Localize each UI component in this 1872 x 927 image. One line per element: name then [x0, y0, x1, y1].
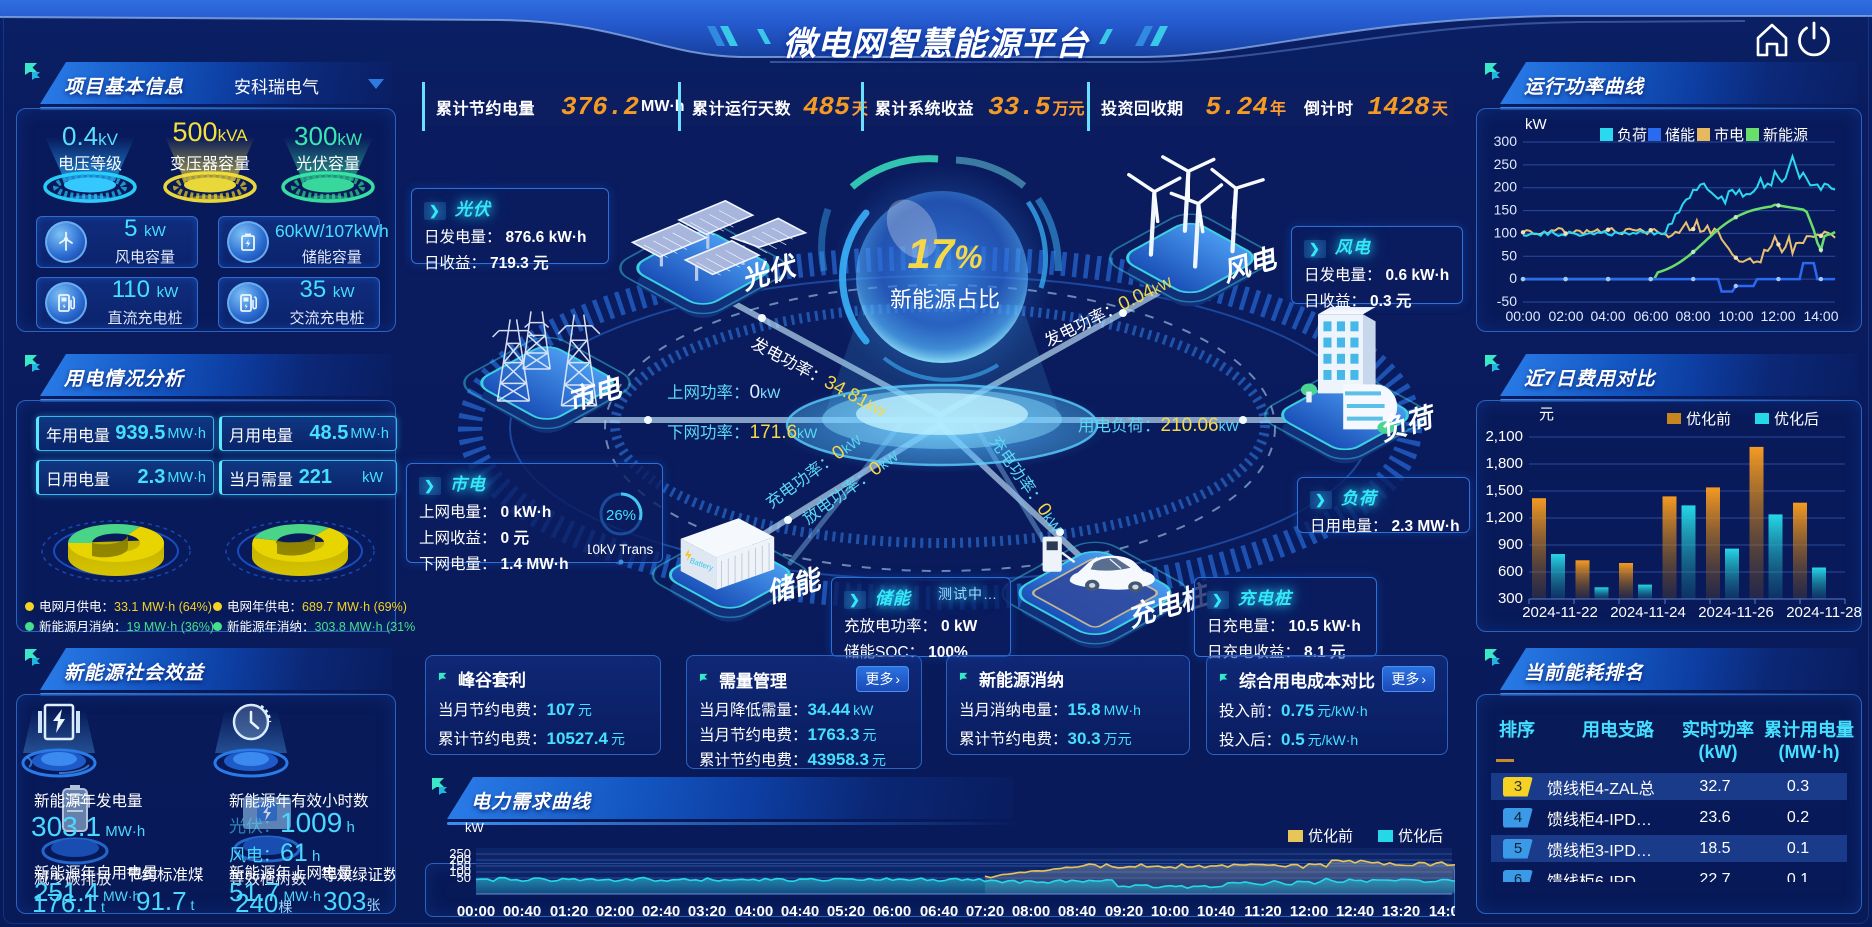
svg-text:优化前: 优化前: [1686, 411, 1731, 428]
svg-text:00:00: 00:00: [1505, 308, 1540, 324]
svg-text:kW: kW: [465, 820, 485, 835]
svg-text:02:40: 02:40: [642, 903, 680, 920]
svg-text:2024-11-26: 2024-11-26: [1698, 604, 1774, 621]
svg-text:50: 50: [1501, 247, 1517, 263]
svg-text:0: 0: [1509, 270, 1517, 286]
svg-text:150: 150: [1494, 202, 1518, 218]
svg-text:13:20: 13:20: [1382, 903, 1420, 920]
svg-text:12:40: 12:40: [1336, 903, 1374, 920]
svg-text:2,100: 2,100: [1485, 428, 1523, 445]
svg-text:上网功率：0kW: 上网功率：0kW: [667, 382, 781, 403]
svg-text:-50: -50: [1497, 293, 1517, 309]
svg-text:优化后: 优化后: [1398, 828, 1443, 845]
svg-text:负荷: 负荷: [1617, 127, 1647, 144]
svg-text:00:40: 00:40: [503, 903, 541, 920]
svg-text:12:00: 12:00: [1760, 308, 1795, 324]
svg-text:新能源占比: 新能源占比: [890, 287, 1000, 312]
svg-text:06:00: 06:00: [1633, 308, 1668, 324]
svg-text:08:40: 08:40: [1058, 903, 1096, 920]
svg-text:100: 100: [1494, 224, 1518, 240]
svg-text:优化前: 优化前: [1308, 828, 1353, 845]
svg-text:优化后: 优化后: [1774, 411, 1819, 428]
svg-text:kW: kW: [1525, 116, 1548, 133]
svg-text:250: 250: [449, 846, 471, 861]
svg-text:1,200: 1,200: [1485, 509, 1523, 526]
svg-text:1,800: 1,800: [1485, 455, 1523, 472]
svg-text:新能源: 新能源: [1763, 127, 1808, 144]
svg-text:08:00: 08:00: [1675, 308, 1710, 324]
svg-text:2024-11-24: 2024-11-24: [1610, 604, 1686, 621]
svg-text:04:40: 04:40: [781, 903, 819, 920]
svg-text:200: 200: [1494, 179, 1518, 195]
svg-text:07:20: 07:20: [966, 903, 1004, 920]
svg-text:2024-11-22: 2024-11-22: [1522, 604, 1598, 621]
svg-text:下网功率：171.6kW: 下网功率：171.6kW: [667, 422, 818, 443]
svg-text:元: 元: [1539, 406, 1554, 423]
svg-text:200: 200: [449, 852, 471, 867]
svg-text:06:40: 06:40: [920, 903, 958, 920]
svg-text:08:00: 08:00: [1012, 903, 1050, 920]
svg-text:250: 250: [1494, 156, 1518, 172]
svg-text:600: 600: [1498, 563, 1523, 580]
svg-text:100: 100: [449, 864, 471, 879]
svg-text:09:20: 09:20: [1105, 903, 1143, 920]
svg-text:储能: 储能: [1665, 127, 1695, 144]
svg-text:10:00: 10:00: [1718, 308, 1753, 324]
svg-text:00:00: 00:00: [457, 903, 495, 920]
svg-text:03:20: 03:20: [688, 903, 726, 920]
svg-text:05:20: 05:20: [827, 903, 865, 920]
svg-text:10:40: 10:40: [1197, 903, 1235, 920]
svg-text:04:00: 04:00: [735, 903, 773, 920]
svg-text:12:00: 12:00: [1290, 903, 1328, 920]
svg-text:06:00: 06:00: [873, 903, 911, 920]
svg-text:10kV Trans.: 10kV Trans.: [588, 542, 654, 557]
svg-text:150: 150: [449, 858, 471, 873]
svg-text:01:20: 01:20: [550, 903, 588, 920]
svg-text:14:00: 14:00: [1429, 903, 1455, 920]
svg-text:2024-11-28: 2024-11-28: [1786, 604, 1861, 621]
svg-text:11:20: 11:20: [1244, 903, 1282, 920]
svg-text:300: 300: [1494, 133, 1518, 149]
svg-text:市电: 市电: [1714, 127, 1744, 144]
svg-text:14:00: 14:00: [1803, 308, 1838, 324]
svg-text:1,500: 1,500: [1485, 482, 1523, 499]
svg-text:02:00: 02:00: [596, 903, 634, 920]
svg-text:用电负荷：210.06kW: 用电负荷：210.06kW: [1078, 415, 1240, 436]
svg-text:900: 900: [1498, 536, 1523, 553]
svg-text:02:00: 02:00: [1548, 308, 1583, 324]
svg-text:04:00: 04:00: [1590, 308, 1625, 324]
svg-text:26%: 26%: [606, 507, 636, 524]
svg-text:10:00: 10:00: [1151, 903, 1189, 920]
svg-text:300: 300: [1498, 590, 1523, 607]
svg-text:50: 50: [457, 870, 471, 885]
